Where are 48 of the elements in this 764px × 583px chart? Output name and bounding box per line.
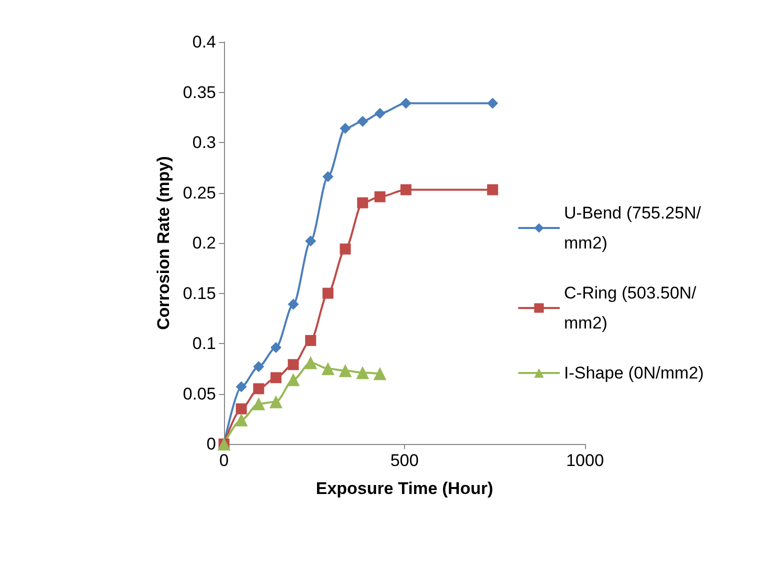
point [269,395,282,408]
point [286,373,300,386]
point [305,235,316,246]
y-tick-label: 0.25 [182,183,216,202]
point [270,372,282,384]
y-tick-label: 0 [206,434,216,454]
x-axis-title: Exposure Time (Hour) [316,479,494,498]
point [487,98,498,109]
point [288,359,299,370]
point [340,122,351,134]
point [338,364,352,378]
point [373,367,386,380]
y-tick-label: 0.3 [192,133,216,152]
y-tick-label: 0.35 [182,82,216,102]
point [288,298,299,310]
legend-label: C-Ring (503.50N/mm2) [564,284,697,332]
y-tick-label: 0.15 [182,284,216,303]
y-tick-label: 0.05 [182,384,216,404]
y-axis-title: Corrosion Rate (mpy) [154,156,173,330]
x-tick-label: 500 [390,451,419,470]
point [374,191,386,202]
point [253,383,264,394]
point [234,413,248,426]
point [305,334,316,346]
legend-label: U-Bend (755.25N/mm2) [564,204,702,252]
point [236,403,247,414]
point [400,184,412,196]
y-tick-label: 0.1 [192,334,216,353]
x-tick-label: 1000 [566,451,604,470]
point [357,197,368,208]
point [487,184,498,196]
point [400,98,412,109]
point [374,108,386,119]
point [236,381,247,392]
legend-label: I-Shape (0N/mm2) [564,364,704,382]
y-tick-label: 0.2 [192,234,216,252]
point [322,288,334,299]
y-tick-label: 0.4 [192,32,216,52]
point [357,116,368,127]
point [321,362,334,376]
point [252,397,266,410]
point [340,244,351,255]
point [270,342,282,354]
x-tick-label: 0 [219,451,229,470]
point [356,366,370,380]
point [253,361,264,372]
point [322,171,334,182]
point [304,356,318,370]
